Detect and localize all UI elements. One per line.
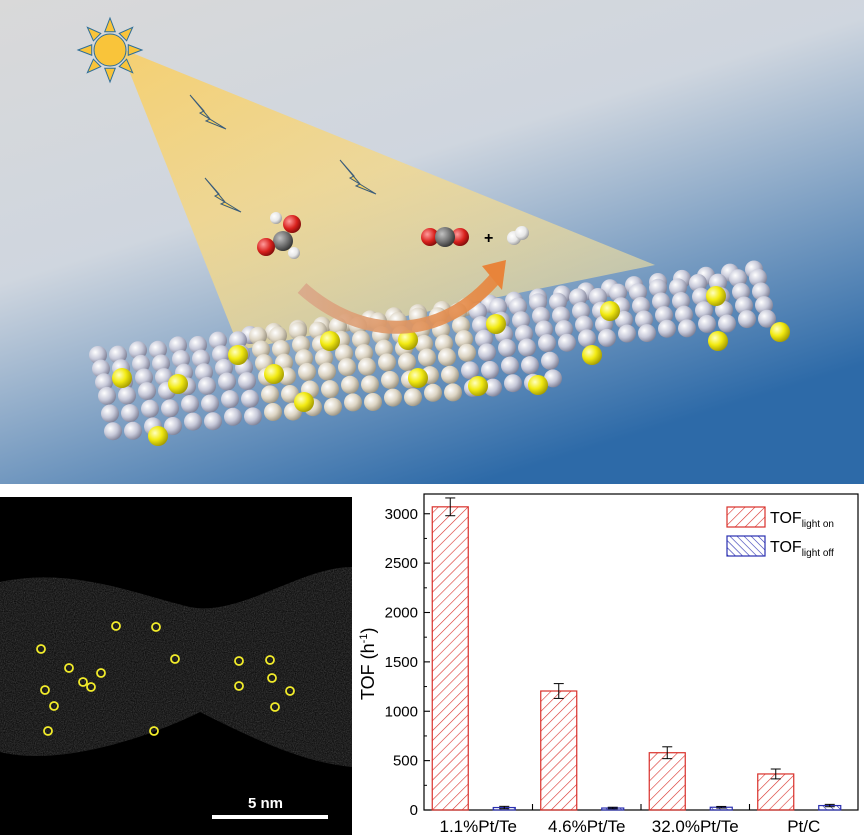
lightning-bolt-icon — [204, 177, 242, 213]
y-tick-label: 500 — [393, 753, 418, 770]
light-cone — [120, 48, 655, 350]
pt-atom-marker — [265, 655, 275, 665]
pt-atom-marker — [78, 677, 88, 687]
stem-micrograph: 5 nm — [0, 497, 352, 835]
pt-single-atom — [264, 364, 284, 384]
pt-single-atom — [582, 345, 602, 365]
pt-atom-marker — [151, 622, 161, 632]
catalysis-illustration: + — [0, 0, 864, 484]
pt-atom-marker — [86, 682, 96, 692]
y-tick-label: 2000 — [385, 605, 418, 622]
pt-atom-marker — [234, 656, 244, 666]
pt-atom-marker — [170, 654, 180, 664]
y-tick-label: 1500 — [385, 654, 418, 671]
pt-atom-marker — [36, 644, 46, 654]
y-tick-label: 2500 — [385, 555, 418, 572]
y-tick-label: 0 — [410, 802, 418, 819]
pt-single-atom — [148, 426, 168, 446]
pt-single-atom — [408, 368, 428, 388]
y-tick-label: 3000 — [385, 506, 418, 523]
pt-atom-marker — [270, 702, 280, 712]
lightning-bolt-icon — [189, 94, 227, 130]
h2-molecule — [507, 226, 529, 245]
pt-atom-marker — [43, 726, 53, 736]
pt-single-atom — [486, 314, 506, 334]
pt-atom-marker — [285, 686, 295, 696]
pt-single-atom — [706, 286, 726, 306]
pt-atom-marker — [40, 685, 50, 695]
bar-light-on — [540, 690, 578, 811]
x-category-label: Pt/C — [787, 817, 820, 836]
x-category-label: 1.1%Pt/Te — [440, 817, 518, 836]
pt-atom-marker — [96, 668, 106, 678]
y-axis-title: TOF (h-1) — [358, 628, 378, 700]
formic-acid-molecule — [257, 212, 301, 259]
pt-single-atom — [228, 345, 248, 365]
pt-atom-marker — [49, 701, 59, 711]
pt-single-atom — [528, 375, 548, 395]
scale-bar — [212, 815, 328, 819]
pt-single-atom — [708, 331, 728, 351]
pt-single-atom — [294, 392, 314, 412]
y-tick-label: 1000 — [385, 703, 418, 720]
plus-sign: + — [484, 230, 493, 247]
legend-swatch-light-on — [726, 506, 766, 528]
reaction-arrow — [297, 270, 504, 334]
pt-single-atom — [320, 331, 340, 351]
pt-single-atom — [468, 376, 488, 396]
tof-bar-chart: 0 500 1000 1500 2000 2500 3000 1.1%Pt/Te 4.6%Pt… — [352, 484, 864, 839]
x-category-label: 32.0%Pt/Te — [652, 817, 739, 836]
legend-label-light-on: TOFlight on — [770, 510, 834, 530]
pt-atom-marker — [149, 726, 159, 736]
pt-atom-marker — [234, 681, 244, 691]
legend: TOFlight on TOFlight off — [726, 506, 834, 559]
scale-bar-label: 5 nm — [248, 795, 283, 812]
legend-label-light-off: TOFlight off — [770, 539, 834, 559]
sun-icon — [76, 16, 144, 84]
lightning-bolt-icon — [339, 159, 377, 195]
pt-single-atom — [112, 368, 132, 388]
pt-atom-marker — [64, 663, 74, 673]
bar-light-on — [648, 752, 686, 811]
pt-single-atom — [600, 301, 620, 321]
x-category-label: 4.6%Pt/Te — [548, 817, 626, 836]
legend-swatch-light-off — [726, 535, 766, 557]
pt-atom-marker — [267, 673, 277, 683]
co2-molecule — [421, 227, 469, 247]
reaction-arrow-head — [482, 260, 506, 290]
bar-light-on — [431, 506, 469, 811]
pt-single-atom — [770, 322, 790, 342]
pt-single-atom — [398, 330, 418, 350]
pt-single-atom — [168, 374, 188, 394]
pt-atom-marker — [111, 621, 121, 631]
bar-light-on — [757, 773, 795, 811]
